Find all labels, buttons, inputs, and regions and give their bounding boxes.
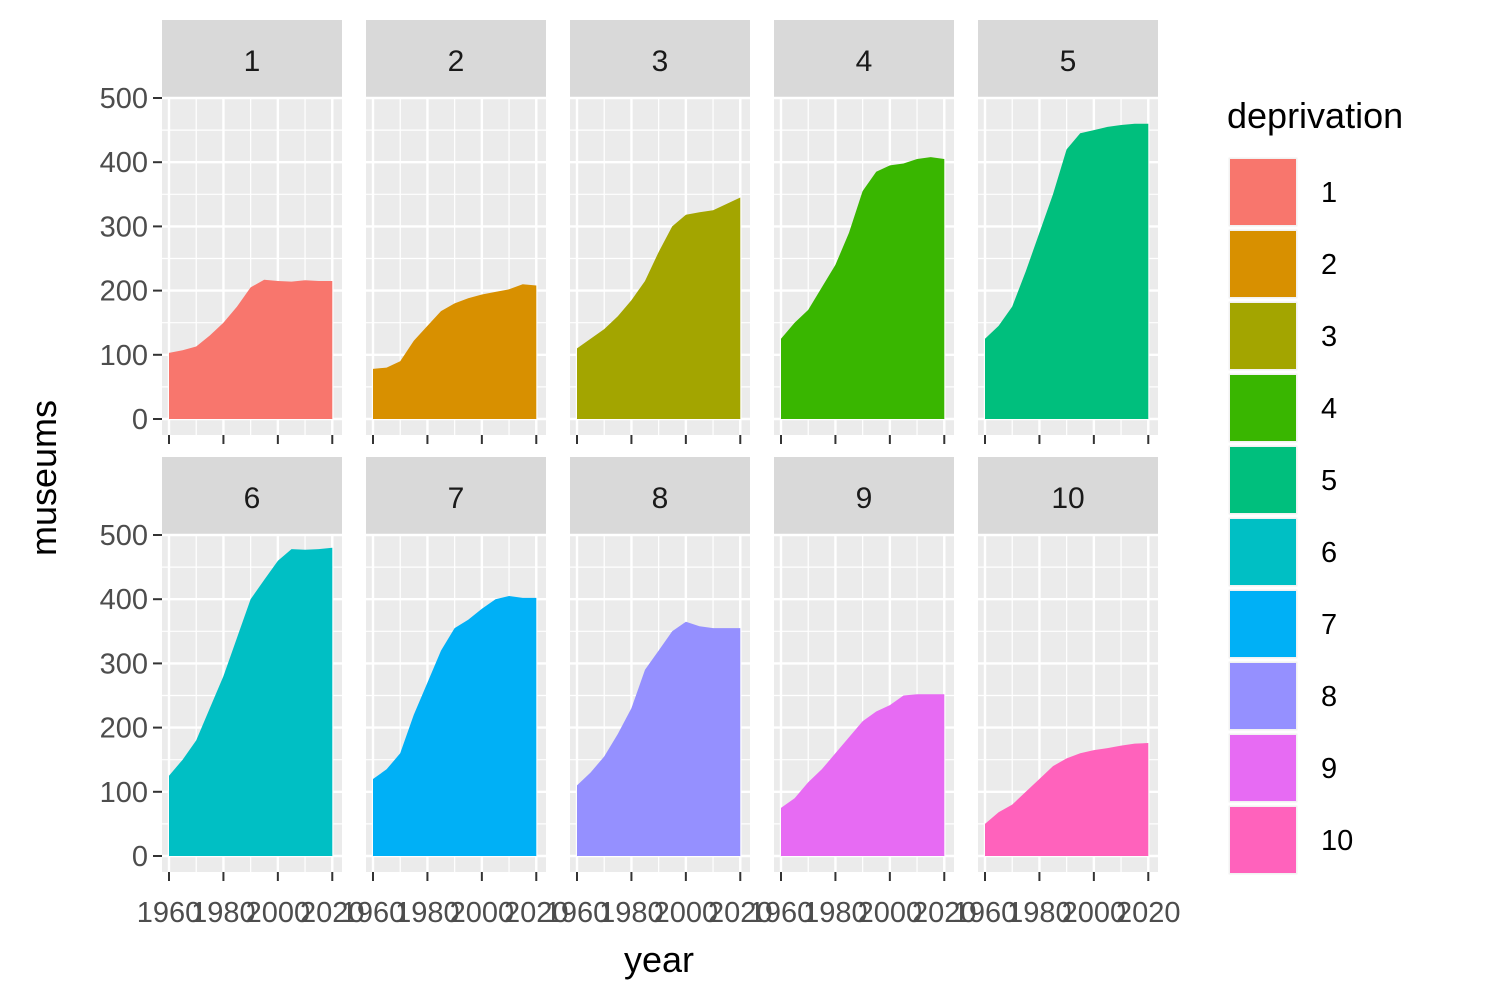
legend-key-9 [1230,735,1296,801]
facet-panel-7: 7 [366,457,546,872]
facet-strip-label: 3 [652,45,669,78]
legend-label: 10 [1321,825,1353,857]
x-tick-label: 1980 [395,897,460,929]
x-tick-label: 2000 [654,897,719,929]
x-tick-label: 2000 [450,897,515,929]
x-tick-label: 1980 [803,897,868,929]
y-tick-label: 200 [100,713,148,745]
y-tick-label: 100 [100,340,148,372]
legend-title: deprivation [1227,95,1403,136]
legend-label: 7 [1321,609,1337,641]
facet-panel-2: 2 [366,20,546,435]
facet-panel-6: 6 [162,457,342,872]
x-tick-label: 2020 [504,897,569,929]
x-tick-label: 2000 [858,897,923,929]
legend-label: 6 [1321,537,1337,569]
y-tick-label: 300 [100,211,148,243]
legend-label: 8 [1321,681,1337,713]
x-tick-label: 2020 [912,897,977,929]
legend-key-8 [1230,663,1296,729]
legend-key-3 [1230,303,1296,369]
facet-panel-10: 10 [978,457,1158,872]
x-axis-title: year [624,939,694,980]
legend-key-1 [1230,159,1296,225]
facet-strip [774,457,954,535]
facet-strip [570,20,750,98]
x-tick-label: 1960 [137,897,202,929]
axes: 0100200300400500010020030040050019601980… [100,83,1181,929]
facet-strip [570,457,750,535]
y-tick-label: 500 [100,83,148,115]
x-tick-label: 1980 [1007,897,1072,929]
y-tick-label: 400 [100,147,148,179]
legend-key-5 [1230,447,1296,513]
legend-key-6 [1230,519,1296,585]
y-tick-label: 200 [100,276,148,308]
area-series-7 [373,596,537,856]
y-tick-label: 0 [132,404,148,436]
facet-strip-label: 9 [856,482,873,515]
area-series-5 [985,123,1149,419]
x-tick-label: 2020 [708,897,773,929]
x-tick-label: 2000 [246,897,311,929]
x-tick-label: 1960 [749,897,814,929]
legend-key-10 [1230,807,1296,873]
facet-panel-1: 1 [162,20,342,435]
facet-panel-3: 3 [570,20,750,435]
facet-strip-label: 2 [448,45,465,78]
x-tick-label: 2020 [300,897,365,929]
area-series-2 [373,284,537,419]
facet-strip-label: 10 [1051,482,1084,515]
area-series-1 [169,279,333,419]
x-tick-label: 2020 [1116,897,1181,929]
x-tick-label: 2000 [1062,897,1127,929]
facet-strip [774,20,954,98]
facet-strip-label: 1 [244,45,261,78]
x-tick-label: 1960 [953,897,1018,929]
area-series-9 [781,694,945,856]
area-series-10 [985,743,1149,856]
y-axis-title: museums [23,400,64,556]
x-tick-label: 1980 [599,897,664,929]
facet-strip [366,20,546,98]
facet-panel-9: 9 [774,457,954,872]
y-tick-label: 400 [100,584,148,616]
legend-label: 2 [1321,249,1337,281]
x-tick-label: 1960 [545,897,610,929]
y-tick-label: 0 [132,841,148,873]
legend-label: 1 [1321,177,1337,209]
facet-strip-label: 4 [856,45,873,78]
x-tick-label: 1980 [191,897,256,929]
facet-strip [162,20,342,98]
facet-panel-5: 5 [978,20,1158,435]
facet-panels: 1 2 3 4 5 6 7 8 9 10 [162,20,1158,872]
y-tick-label: 100 [100,777,148,809]
area-series-4 [781,157,945,419]
facet-strip [162,457,342,535]
facet-panel-4: 4 [774,20,954,435]
facet-strip [366,457,546,535]
area-series-6 [169,547,333,856]
facet-strip-label: 8 [652,482,669,515]
facet-strip-label: 5 [1060,45,1077,78]
facet-strip [978,457,1158,535]
legend-label: 3 [1321,321,1337,353]
y-tick-label: 500 [100,520,148,552]
facet-panel-8: 8 [570,457,750,872]
x-tick-label: 1960 [341,897,406,929]
legend-label: 4 [1321,393,1337,425]
legend-label: 9 [1321,753,1337,785]
facet-strip [978,20,1158,98]
facet-strip-label: 7 [448,482,465,515]
y-tick-label: 300 [100,648,148,680]
area-series-8 [577,621,741,856]
area-series-3 [577,197,741,419]
legend-label: 5 [1321,465,1337,497]
facet-strip-label: 6 [244,482,261,515]
legend-key-4 [1230,375,1296,441]
legend-key-7 [1230,591,1296,657]
legend-key-2 [1230,231,1296,297]
legend: deprivation 1 2 3 4 5 6 7 8 9 10 [1225,95,1403,878]
